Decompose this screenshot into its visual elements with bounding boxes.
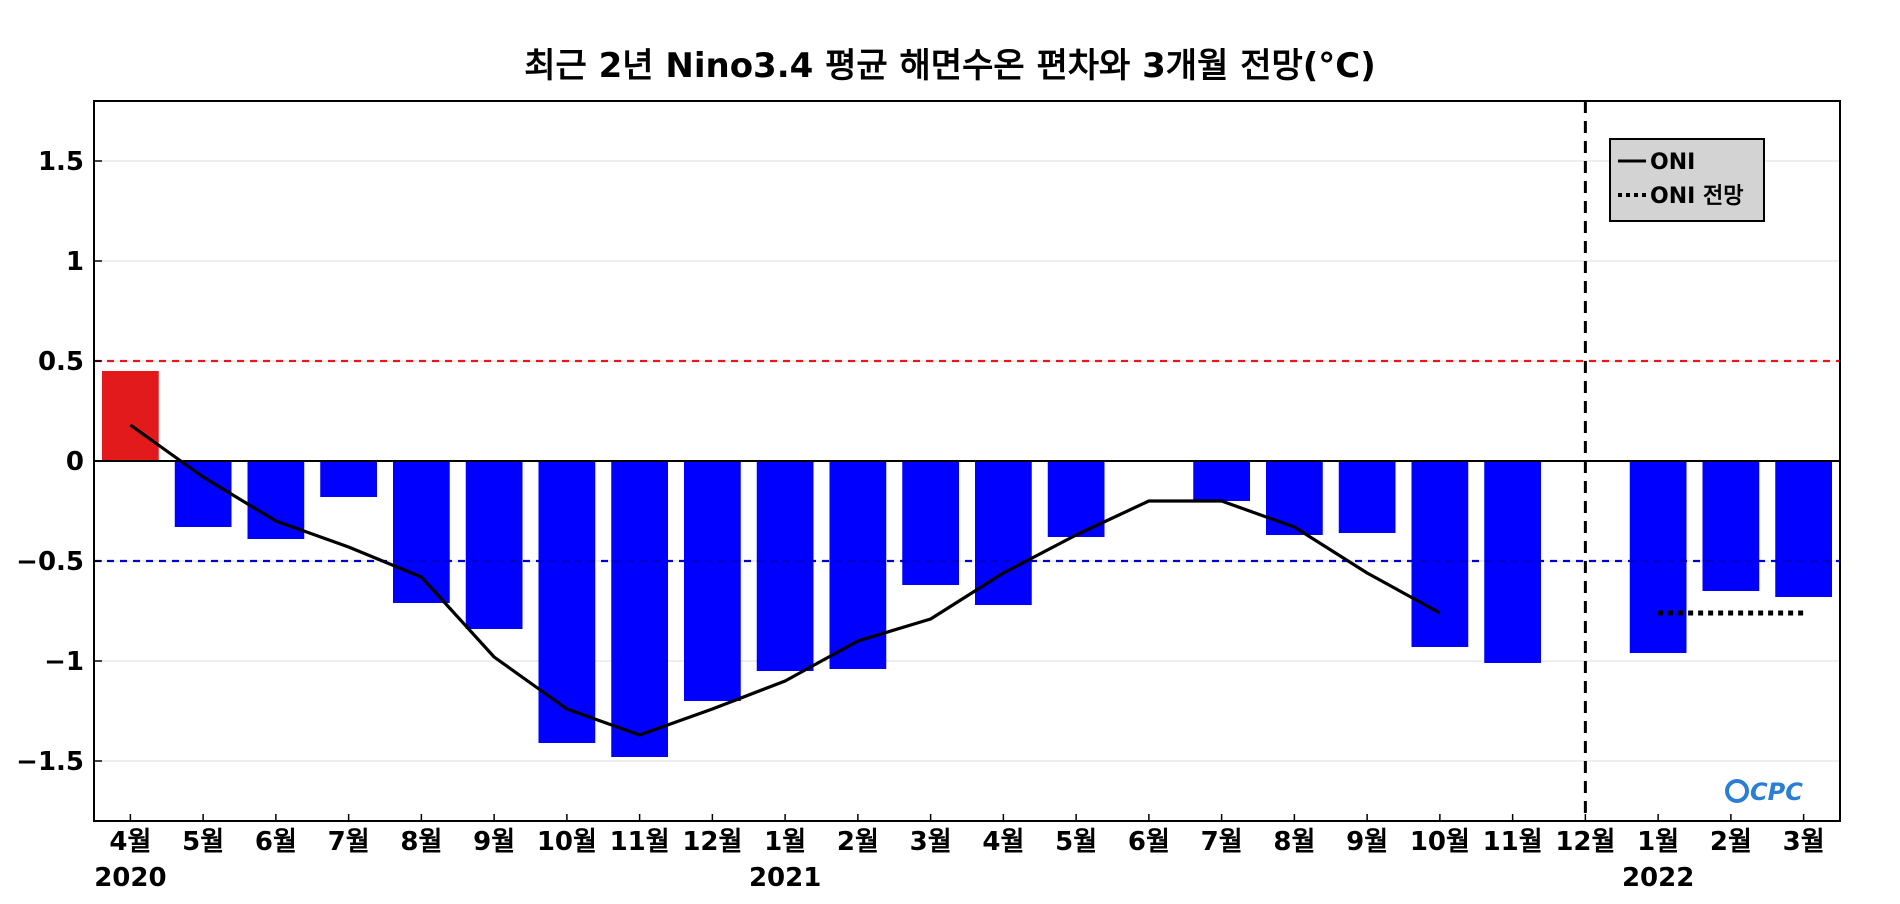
- bar-11: [902, 461, 959, 585]
- bar-5: [466, 461, 523, 629]
- x-tick-label: 1월: [1637, 827, 1679, 857]
- x-tick-label: 7월: [328, 827, 370, 857]
- y-tick-label: −1: [44, 647, 84, 677]
- bar-16: [1266, 461, 1323, 535]
- bar-18: [1412, 461, 1469, 647]
- bar-12: [975, 461, 1032, 605]
- bar-3: [320, 461, 377, 497]
- x-tick-label: 12월: [682, 827, 742, 857]
- chart-title: 최근 2년 Nino3.4 평균 해면수온 편차와 3개월 전망(°C): [524, 46, 1376, 86]
- bar-1: [175, 461, 232, 527]
- x-tick-label: 5월: [182, 827, 224, 857]
- bar-15: [1193, 461, 1250, 501]
- x-tick-label: 7월: [1201, 827, 1243, 857]
- x-tick-label: 5월: [1055, 827, 1097, 857]
- bar-21: [1630, 461, 1687, 653]
- year-label: 2020: [94, 863, 166, 893]
- legend: ONI ONI 전망: [1610, 139, 1764, 221]
- bar-0: [102, 371, 159, 461]
- x-tick-label: 3월: [910, 827, 952, 857]
- bar-7: [611, 461, 668, 757]
- cpc-logo-circle: [1727, 781, 1747, 801]
- x-tick-label: 1월: [764, 827, 806, 857]
- x-tick-label: 11월: [1483, 827, 1543, 857]
- x-tick-label: 12월: [1555, 827, 1615, 857]
- y-tick-label: 0: [66, 447, 84, 477]
- bar-17: [1339, 461, 1396, 533]
- cpc-logo: CPC: [1727, 778, 1803, 806]
- x-tick-label: 6월: [255, 827, 297, 857]
- x-tick-label: 8월: [400, 827, 442, 857]
- bar-4: [393, 461, 450, 603]
- legend-label: ONI: [1650, 150, 1695, 175]
- bar-10: [830, 461, 887, 669]
- x-tick-label: 4월: [982, 827, 1024, 857]
- y-tick-label: 1.5: [38, 147, 84, 177]
- x-tick-label: 9월: [473, 827, 515, 857]
- bar-6: [539, 461, 596, 743]
- legend-label: ONI 전망: [1650, 184, 1743, 209]
- bar-9: [757, 461, 814, 671]
- x-tick-label: 10월: [1410, 827, 1470, 857]
- cpc-logo-text: CPC: [1750, 778, 1803, 806]
- y-tick-label: −1.5: [16, 747, 84, 777]
- year-label: 2022: [1622, 863, 1694, 893]
- bar-8: [684, 461, 741, 701]
- bar-22: [1703, 461, 1760, 591]
- x-tick-label: 10월: [537, 827, 597, 857]
- x-tick-label: 9월: [1346, 827, 1388, 857]
- x-tick-label: 3월: [1783, 827, 1825, 857]
- x-tick-label: 4월: [109, 827, 151, 857]
- year-label: 2021: [749, 863, 821, 893]
- y-tick-label: 1: [66, 247, 84, 277]
- bar-23: [1775, 461, 1832, 597]
- y-tick-label: −0.5: [16, 547, 84, 577]
- x-tick-label: 8월: [1273, 827, 1315, 857]
- x-tick-label: 11월: [610, 827, 670, 857]
- y-tick-label: 0.5: [38, 347, 84, 377]
- x-tick-label: 6월: [1128, 827, 1170, 857]
- x-tick-label: 2월: [1710, 827, 1752, 857]
- x-tick-label: 2월: [837, 827, 879, 857]
